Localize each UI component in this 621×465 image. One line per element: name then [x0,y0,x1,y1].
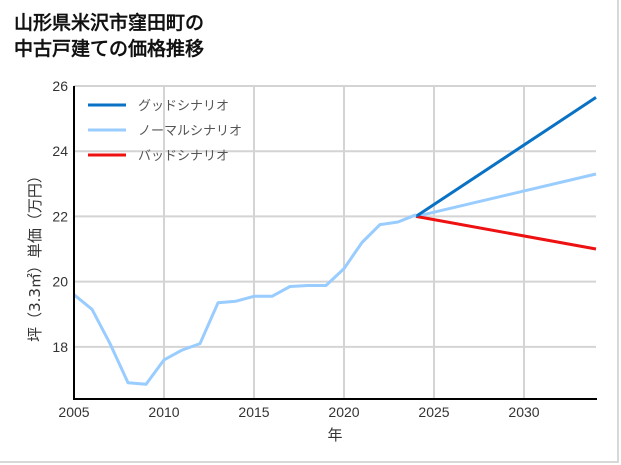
y-axis-label: 坪（3.3㎡）単価（万円） [26,168,44,342]
x-tick-label: 2015 [238,404,269,420]
y-tick-label: 20 [52,274,68,290]
y-tick-label: 18 [52,339,68,355]
series-line [73,213,417,386]
legend-label: ノーマルシナリオ [138,124,242,139]
gridlines [74,85,596,399]
y-tick-labels: 18 20 22 24 26 [52,78,68,355]
x-tick-labels: 2005 2010 2015 2020 2025 2030 [58,404,539,420]
x-tick-label: 2005 [58,404,89,420]
chart-title-line1: 山形県米沢市窪田町の [14,12,205,34]
x-tick-label: 2020 [328,404,359,420]
y-tick-label: 22 [52,208,68,224]
y-tick-label: 26 [52,78,68,94]
legend-label: バッドシナリオ [138,149,229,164]
y-tick-label: 24 [52,143,68,159]
x-axis-label: 年 [327,426,342,444]
chart-title: 山形県米沢市窪田町の 中古戸建ての価格推移 [14,10,204,62]
x-tick-label: 2030 [508,404,539,420]
series-line [415,172,597,218]
series-line [415,96,597,218]
series-line [415,214,597,251]
x-tick-label: 2010 [148,404,179,420]
legend-label: グッドシナリオ [138,99,229,114]
x-tick-label: 2025 [418,404,449,420]
axes [73,86,597,400]
data-series [73,96,597,386]
chart-title-line2: 中古戸建ての価格推移 [14,38,205,60]
